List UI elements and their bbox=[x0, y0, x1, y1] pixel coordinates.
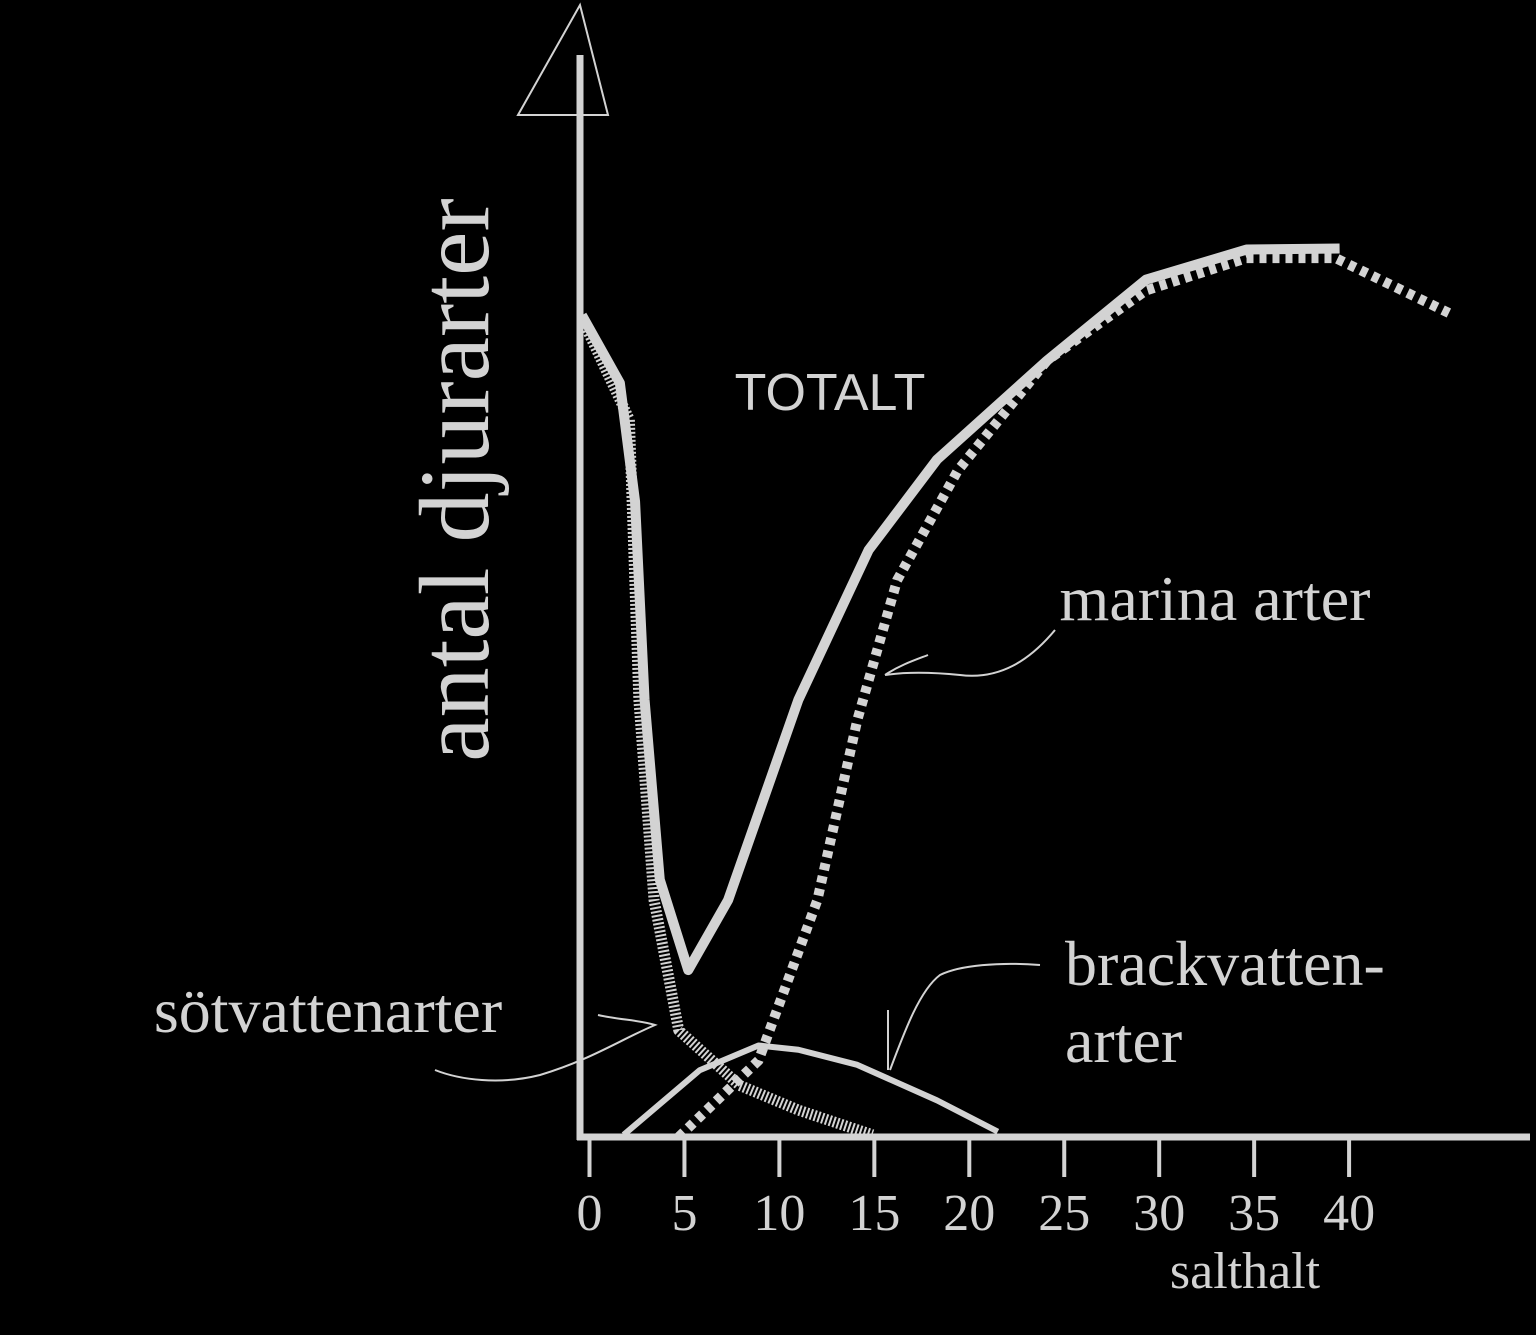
x-tick-label: 15 bbox=[848, 1185, 900, 1242]
leader-line bbox=[434, 1014, 658, 1082]
leader-line bbox=[887, 962, 1041, 1071]
leader-line bbox=[884, 629, 1056, 677]
x-tick-label: 20 bbox=[943, 1185, 995, 1242]
series-line bbox=[675, 253, 1456, 1141]
series-line bbox=[577, 243, 1340, 976]
x-tick-label: 25 bbox=[1038, 1185, 1090, 1242]
series-line bbox=[621, 1042, 1000, 1138]
series-label: sötvattenarter bbox=[154, 975, 502, 1046]
x-tick-label: 5 bbox=[671, 1185, 697, 1242]
y-axis-label: antal djurarter bbox=[399, 198, 510, 762]
series-label: marina arter bbox=[1060, 563, 1371, 634]
x-tick-label: 30 bbox=[1133, 1185, 1185, 1242]
axis-arrow bbox=[516, 2, 610, 116]
leader-lines bbox=[434, 629, 1056, 1082]
x-tick-label: 10 bbox=[753, 1185, 805, 1242]
x-axis-label: salthalt bbox=[1170, 1243, 1321, 1300]
series-label: TOTALT bbox=[735, 364, 926, 422]
series-label: brackvatten-arter bbox=[1065, 928, 1385, 1076]
x-tick-label: 35 bbox=[1228, 1185, 1280, 1242]
x-tick-label: 0 bbox=[576, 1185, 602, 1242]
x-tick-label: 40 bbox=[1323, 1185, 1375, 1242]
series-line bbox=[576, 316, 875, 1141]
